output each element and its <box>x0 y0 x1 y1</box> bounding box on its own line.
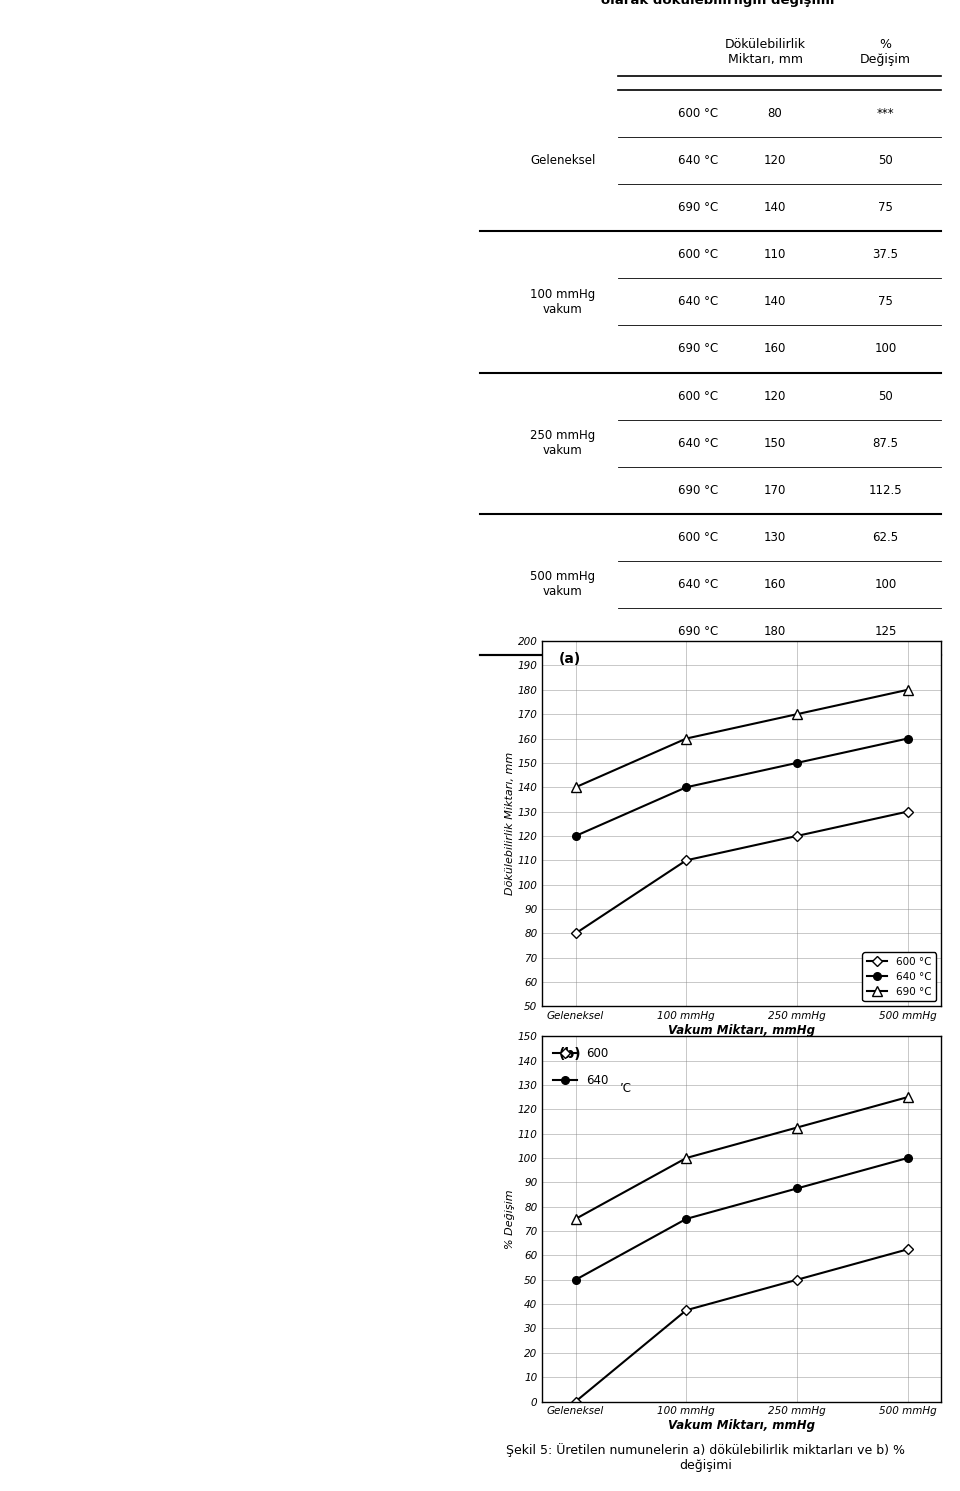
Text: 640 °C: 640 °C <box>678 295 718 309</box>
Text: 600 °C: 600 °C <box>678 389 718 403</box>
Text: 600 °C: 600 °C <box>678 531 718 544</box>
Text: 690 °C: 690 °C <box>678 201 718 215</box>
X-axis label: Vakum Miktarı, mmHg: Vakum Miktarı, mmHg <box>668 1419 815 1433</box>
Text: 62.5: 62.5 <box>873 531 899 544</box>
Text: 100 mmHg
vakum: 100 mmHg vakum <box>530 288 595 316</box>
Text: 640 °C: 640 °C <box>678 154 718 167</box>
Text: 140: 140 <box>764 295 786 309</box>
Text: (b): (b) <box>559 1047 581 1062</box>
Text: 125: 125 <box>875 625 897 638</box>
Text: 250 mmHg
vakum: 250 mmHg vakum <box>530 429 595 458</box>
Text: 80: 80 <box>768 107 782 121</box>
Text: 150: 150 <box>764 437 786 450</box>
Text: 690 °C: 690 °C <box>678 625 718 638</box>
X-axis label: Vakum Miktarı, mmHg: Vakum Miktarı, mmHg <box>668 1024 815 1038</box>
Text: ***Referans Değer: ***Referans Değer <box>702 672 811 686</box>
Text: 75: 75 <box>878 201 893 215</box>
Text: 100: 100 <box>875 343 897 355</box>
Legend: 600 °C, 640 °C, 690 °C: 600 °C, 640 °C, 690 °C <box>862 953 936 1002</box>
Text: %
Değişim: % Değişim <box>860 39 911 67</box>
Text: 600 °C: 600 °C <box>678 107 718 121</box>
Text: Geleneksel: Geleneksel <box>530 154 595 167</box>
Text: 500 mmHg
vakum: 500 mmHg vakum <box>530 571 595 598</box>
Text: 50: 50 <box>878 154 893 167</box>
Text: 640 °C: 640 °C <box>678 437 718 450</box>
Legend: 600, 640: 600, 640 <box>548 1042 613 1091</box>
Y-axis label: Dökülebilirlik Miktarı, mm: Dökülebilirlik Miktarı, mm <box>505 751 515 896</box>
Text: 600 °C: 600 °C <box>678 249 718 261</box>
Text: 75: 75 <box>878 295 893 309</box>
Text: Şekil 5: Üretilen numunelerin a) dökülebilirlik miktarları ve b) %
değişimi: Şekil 5: Üretilen numunelerin a) döküleb… <box>506 1443 905 1472</box>
Text: 180: 180 <box>764 625 786 638</box>
Text: 130: 130 <box>764 531 786 544</box>
Text: Dökülebilirlik
Miktarı, mm: Dökülebilirlik Miktarı, mm <box>725 39 806 67</box>
Text: 120: 120 <box>764 154 786 167</box>
Text: 640 °C: 640 °C <box>678 579 718 590</box>
Text: 690 °C: 690 °C <box>678 343 718 355</box>
Text: 690 °C: 690 °C <box>678 483 718 497</box>
Text: 112.5: 112.5 <box>869 483 902 497</box>
Text: 50: 50 <box>878 389 893 403</box>
Y-axis label: % Değişim: % Değişim <box>505 1190 515 1248</box>
Text: ’C: ’C <box>620 1082 632 1094</box>
Text: 110: 110 <box>764 249 786 261</box>
Text: 87.5: 87.5 <box>873 437 899 450</box>
Text: 37.5: 37.5 <box>873 249 899 261</box>
Text: (a): (a) <box>559 652 581 666</box>
Text: 160: 160 <box>764 343 786 355</box>
Text: ***: *** <box>876 107 895 121</box>
Text: 170: 170 <box>764 483 786 497</box>
Text: Tablo 2: Döküm sıcaklığı ve uygulanan vakum miktarına bağlı
   olarak dökülebili: Tablo 2: Döküm sıcaklığı ve uygulanan va… <box>480 0 941 7</box>
Text: 140: 140 <box>764 201 786 215</box>
Text: 120: 120 <box>764 389 786 403</box>
Text: 160: 160 <box>764 579 786 590</box>
Text: 100: 100 <box>875 579 897 590</box>
